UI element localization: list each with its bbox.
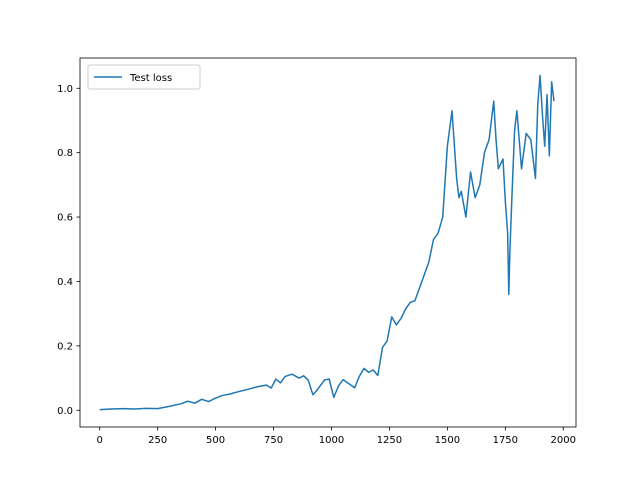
x-tick-label: 1000 <box>319 435 344 446</box>
y-tick-label: 0.0 <box>57 406 73 417</box>
y-tick-label: 0.6 <box>57 213 73 224</box>
x-tick-label: 250 <box>148 435 167 446</box>
axes-layer: 0 250 500 750 1000 1250 1500 1750 2000 0.0 0.2 0.4 0… <box>57 57 577 446</box>
legend-label: Test loss <box>129 73 172 84</box>
legend-box <box>87 64 201 90</box>
y-tick-label: 0.8 <box>57 148 73 159</box>
x-tick-label: 1500 <box>435 435 460 446</box>
axes-frame <box>79 57 577 428</box>
x-tick-label: 1750 <box>493 435 518 446</box>
x-tick-label: 750 <box>264 435 283 446</box>
plot-area: 0 250 500 750 1000 1250 1500 1750 2000 0.0 0.2 0.4 0… <box>57 57 577 446</box>
x-tick-label: 1250 <box>377 435 402 446</box>
x-tick-label: 0 <box>97 435 103 446</box>
series-line-0 <box>99 74 555 411</box>
x-tick-label: 500 <box>206 435 225 446</box>
y-tick-label: 0.4 <box>57 277 73 288</box>
y-tick-label: 1.0 <box>57 84 73 95</box>
series-layer <box>99 74 555 411</box>
legend: Test loss <box>87 64 201 90</box>
y-tick-label: 0.2 <box>57 341 73 352</box>
x-tick-label: 2000 <box>551 435 576 446</box>
